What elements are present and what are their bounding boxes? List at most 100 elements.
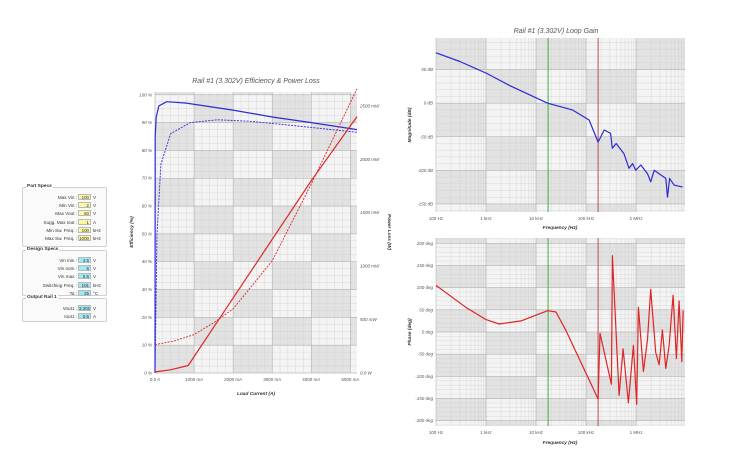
spec-unit: A [93,219,97,225]
spec-label: Sugg. Max Iout : [43,219,77,225]
output-rail-group: Output Rail 1 Vout1 :3.302 V Iout1 :0.5 A [22,295,107,322]
spec-row: Iout1 :0.5 A [23,313,106,320]
y-tick-label: 0 deg [422,330,434,335]
plot-band [486,420,537,426]
part-specs-group: Part Specs Max Vin :100 V Min Vin :2 V Max V… [22,184,107,247]
y-tick-label: 100 % [139,92,152,97]
spec-unit: kHz [93,236,101,241]
series-line [435,52,683,198]
spec-row: Vin max :5.5 V [23,273,106,280]
spec-label: Max Vout : [55,211,77,217]
y-tick-label: -200 deg [415,418,433,423]
plot-band [536,238,587,244]
spec-label: Ta : [69,290,77,296]
y-tick-label: 50 % [142,231,152,236]
plot-band [486,136,537,171]
x-tick-label: 1 MHz [630,216,644,221]
x-tick-label: 100 Hz [429,216,444,221]
x-tick-label: 100 kHz [578,216,595,221]
y-tick-label: 0 dB [424,101,433,106]
spec-value-input[interactable]: 101 [78,281,91,288]
y2-axis-label: Power Loss (W) [386,214,392,250]
plot-band [636,265,685,288]
plot-band [436,398,487,421]
series-line [435,255,684,405]
plot-band [636,38,685,70]
y2-tick-label: 0.0 W [360,371,373,376]
series-line [154,119,358,374]
y-tick-label: 70 % [142,176,152,181]
spec-value-input[interactable]: 25 [78,289,91,296]
spec-value-input: 2 [78,202,91,209]
y-tick-label: 30 % [142,287,152,292]
spec-label: Switching Freq. : [42,282,77,288]
spec-unit: V [93,306,97,311]
y-tick-label: 0 % [144,371,152,376]
spec-value-input[interactable]: 4.5 [78,257,91,263]
spec-unit: V [93,195,97,200]
x-tick-label: 100 Hz [429,430,444,435]
plot-band [486,287,537,310]
spec-label: Vin max : [57,274,77,280]
spec-unit: V [93,258,97,263]
plot-band [586,203,637,212]
spec-row: Max Vin :100 V [23,194,106,201]
spec-value-input[interactable]: 5 [78,265,91,272]
design-specs-title: Design Specs [26,247,60,252]
plot-band [636,354,685,377]
spec-row: Vin min :4.5 V [23,257,106,264]
plot-band [586,287,637,310]
x-tick-label: 100 kHz [578,430,595,435]
plot-band [436,38,487,70]
spec-value-input[interactable]: 0.5 [78,313,91,320]
x-axis-label: Frequency (Hz) [543,225,578,231]
y-axis-label: Efficiency (%) [129,216,135,248]
plot-band [233,92,273,95]
plot-band [436,309,487,332]
spec-value-input: 100 [78,226,91,233]
x-axis-label: Load Current (A) [237,391,276,397]
x-tick-label: 10 kHz [529,430,544,435]
x-tick-label: 1 MHz [630,430,644,435]
y2-tick-label: 500 mW [360,317,378,322]
spec-unit: V [93,266,97,272]
series-line [154,88,358,346]
y2-tick-label: 2000 mW [359,157,380,162]
y-tick-label: 60 % [142,204,152,209]
plot-band [436,354,487,377]
plot-band [436,170,487,204]
y2-tick-label: 1000 mW [360,264,380,269]
spec-unit: V [93,211,97,217]
spec-value-input[interactable]: 5.5 [78,273,91,280]
plot-band [311,92,351,95]
output-rail-title: Output Rail 1 [26,295,58,300]
y-tick-label: 50 dB [421,67,433,72]
x-axis-label: Frequency (Hz) [543,440,578,446]
spec-unit: kHz [93,282,101,288]
y2-tick-label: 1500 mW [360,210,380,215]
plot-band [536,103,587,137]
x-tick-label: 1000 mA [185,377,203,382]
part-specs-title: Part Specs [26,184,53,189]
series-line [154,101,358,374]
y-tick-label: 100 deg [417,285,434,290]
y-tick-label: 150 deg [417,263,434,268]
x-tick-label: 0.0 A [150,377,160,382]
x-tick-label: 2000 mA [224,377,242,382]
design-specs-group: Design Specs Vin min :4.5 V Vin nom :5 V Vin… [22,247,107,296]
y-tick-label: -150 dB [417,201,433,206]
spec-label: Min Sw. Freq. : [46,227,77,233]
spec-row: Vout1 :3.302 V [23,305,106,312]
plot-band [636,238,685,244]
spec-value-input: 60 [78,210,91,217]
plot-band [636,103,685,137]
spec-value-input[interactable]: 3.302 [78,305,91,311]
x-tick-label: 3000 mA [263,377,281,382]
spec-unit: V [93,274,97,280]
plot-band [486,332,537,355]
plot-band [536,38,587,70]
plot-band [586,243,637,266]
spec-label: Min Vin : [59,203,77,209]
spec-row: Max Sw. Freq. :1000 kHz [23,235,106,242]
